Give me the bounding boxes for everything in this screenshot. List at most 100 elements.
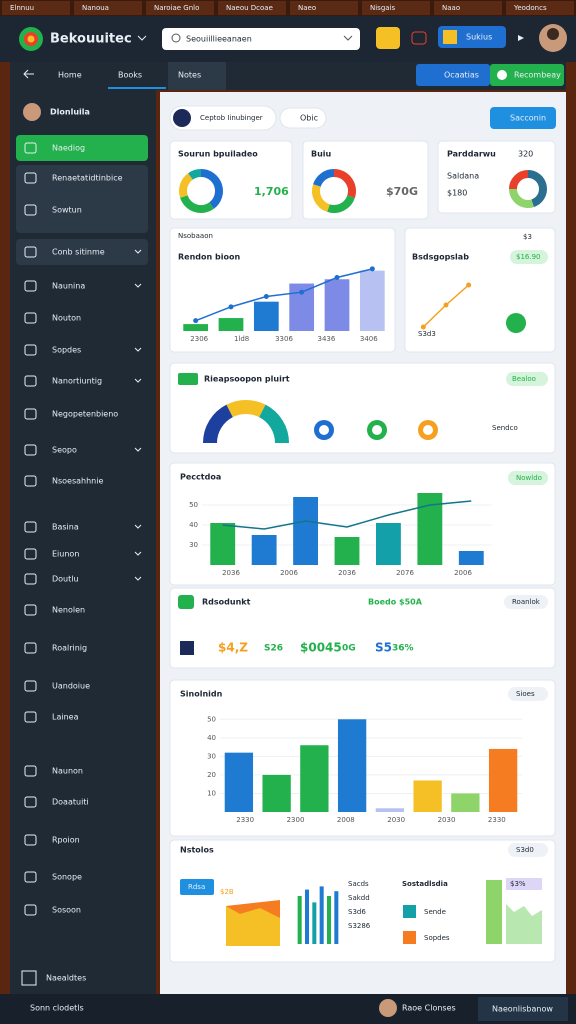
browser-tab[interactable] (434, 1, 502, 15)
sidebar-item: Doutlu (52, 575, 79, 584)
card-pill: Sioes (516, 690, 535, 698)
recommend-label: Recombeay (514, 71, 561, 80)
send-icon[interactable] (518, 35, 524, 41)
sidebar-icon[interactable] (24, 711, 37, 723)
sidebar-active[interactable] (16, 135, 148, 161)
sidebar-icon[interactable] (24, 796, 37, 808)
x-tick-label: 2300 (287, 816, 305, 824)
x-tick-label: 2006 (454, 569, 472, 577)
card-pill: Nowldo (516, 474, 542, 482)
chevron (134, 378, 142, 383)
card (302, 140, 429, 220)
nav-tab-label: Home (58, 71, 82, 80)
overview-button[interactable] (416, 64, 490, 86)
ring-segment (313, 169, 335, 187)
ring-segment (527, 170, 547, 208)
sidebar-icon[interactable] (24, 444, 37, 456)
browser-tab[interactable] (506, 1, 574, 15)
heat-area-top (226, 900, 280, 918)
browser-tab[interactable] (146, 1, 214, 15)
status-user: Raoe Clonses (402, 1004, 456, 1013)
sidebar-icon[interactable] (24, 904, 37, 916)
bar (375, 808, 405, 812)
card-title: Rdsodunkt (202, 598, 251, 607)
chevron (134, 249, 142, 254)
y-tick-label: 40 (207, 734, 216, 742)
browser-tab[interactable] (362, 1, 430, 15)
badge (506, 313, 526, 333)
bar (337, 719, 367, 812)
toolbar-button-label: Sacconin (510, 114, 546, 123)
bar (326, 896, 332, 944)
browser-tab-label: Naeou Dcoae (226, 4, 273, 12)
search-box[interactable] (162, 28, 360, 50)
ring-segment (203, 404, 234, 444)
ring-segment (509, 170, 529, 190)
y-tick-label: 20 (207, 771, 216, 779)
sidebar-icon[interactable] (24, 871, 37, 883)
sidebar-item: Nouton (52, 314, 81, 323)
trend-point (420, 324, 426, 330)
sidebar-icon[interactable] (24, 204, 37, 216)
sidebar-item: Uandoiue (52, 682, 90, 691)
card-title: Nstolos (180, 846, 214, 855)
pill (506, 372, 548, 386)
badge-value: $2B (220, 888, 234, 896)
sidebar-icon[interactable] (24, 834, 37, 846)
browser-tab[interactable] (218, 1, 286, 15)
sidebar-icon[interactable] (24, 475, 37, 487)
sidebar-item: Naediog (52, 144, 85, 153)
card (169, 140, 293, 220)
browser-tab-label: Naroiae Gnlo (154, 4, 199, 12)
sidebar-icon[interactable] (24, 573, 37, 585)
sidebar-icon[interactable] (24, 280, 37, 292)
sidebar-icon[interactable] (24, 312, 37, 324)
back-icon[interactable] (23, 69, 34, 79)
stats-center: Boedo $50A (368, 598, 423, 607)
avatar-hair (547, 28, 559, 40)
sidebar-icon[interactable] (24, 765, 37, 777)
browser-tab[interactable] (74, 1, 142, 15)
bar (183, 324, 209, 331)
card (437, 140, 556, 214)
status-right-box[interactable] (478, 997, 568, 1021)
sidebar-icon[interactable] (24, 344, 37, 356)
browser-tab[interactable] (290, 1, 358, 15)
badge (180, 879, 214, 895)
chat-icon[interactable] (411, 31, 427, 45)
sidebar-icon[interactable] (24, 246, 37, 258)
nav-tab-active[interactable] (168, 62, 226, 90)
toolbar-tag[interactable] (279, 107, 327, 129)
y-tick-label: 10 (207, 789, 216, 797)
stat-value: S26 (264, 644, 283, 654)
stats-square[interactable] (180, 641, 194, 655)
toolbar-button[interactable] (490, 107, 556, 129)
sidebar-icon[interactable] (24, 142, 37, 154)
action-icon (443, 30, 457, 44)
bar (413, 780, 442, 812)
sidebar-icon[interactable] (24, 375, 37, 387)
chevron (343, 35, 353, 41)
x-tick-label: 2036 (338, 569, 356, 577)
notify-button[interactable] (376, 27, 400, 49)
legend-label: Sopdes (424, 934, 450, 942)
toolbar-pill[interactable] (169, 105, 277, 131)
sidebar-item: Renaetatidtinbice (52, 174, 123, 183)
footer-icon[interactable] (21, 970, 37, 986)
sidebar-icon[interactable] (24, 680, 37, 692)
sidebar-icon[interactable] (24, 642, 37, 654)
sidebar-item: Negopetenbieno (52, 410, 118, 419)
browser-tab[interactable] (2, 1, 70, 15)
recommend-button[interactable] (490, 64, 564, 86)
x-tick-label: 2030 (387, 816, 405, 824)
bar (218, 318, 244, 331)
sidebar-icon[interactable] (24, 172, 37, 184)
x-tick-label: 1ld8 (234, 335, 249, 343)
sidebar-icon[interactable] (24, 521, 37, 533)
ring-segment (312, 184, 331, 212)
card-title: Rieapsoopon pluirt (204, 375, 290, 384)
trend-line (222, 500, 472, 530)
sidebar-icon[interactable] (24, 604, 37, 616)
sidebar-icon[interactable] (24, 548, 37, 560)
sidebar-icon[interactable] (24, 408, 37, 420)
